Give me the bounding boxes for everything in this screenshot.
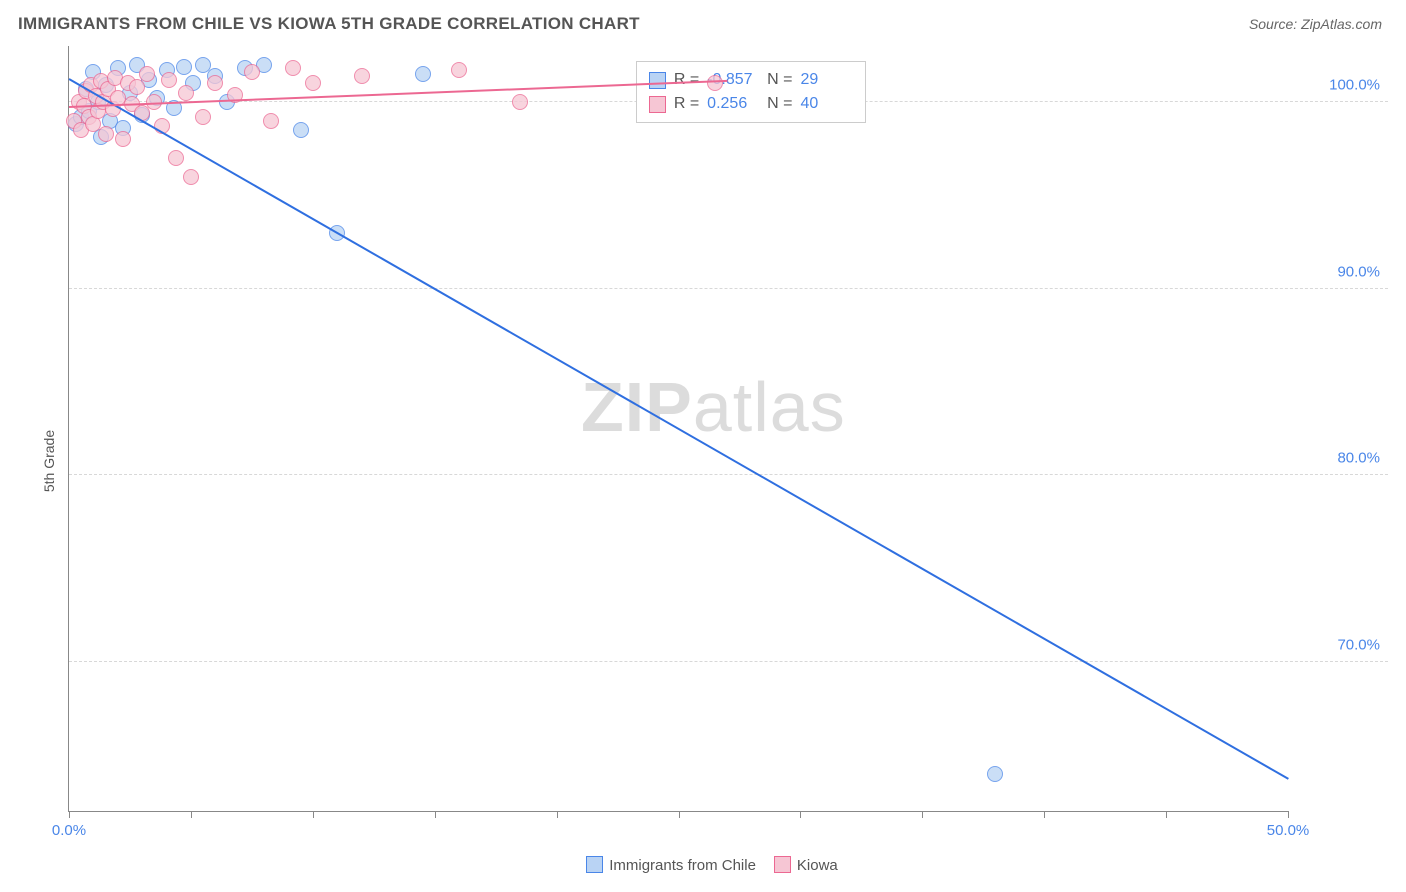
y-tick-label: 70.0% (1337, 636, 1380, 653)
legend-swatch (774, 856, 791, 873)
n-label: N = (767, 92, 792, 116)
data-point (244, 64, 260, 80)
data-point (161, 72, 177, 88)
legend-stat-row: R =-0.857N =29 (649, 68, 853, 92)
n-value: 29 (801, 68, 853, 92)
data-point (285, 60, 301, 76)
x-tick (557, 811, 558, 818)
plot-area: ZIPatlas 70.0%80.0%90.0%100.0%0.0%50.0%R… (68, 46, 1288, 812)
data-point (987, 766, 1003, 782)
legend-swatch (649, 96, 666, 113)
legend-swatch (586, 856, 603, 873)
data-point (512, 94, 528, 110)
legend-stat-row: R = 0.256 N = 40 (649, 92, 853, 116)
data-point (263, 113, 279, 129)
data-point (168, 150, 184, 166)
data-point (178, 85, 194, 101)
x-tick (679, 811, 680, 818)
data-point (115, 131, 131, 147)
data-point (451, 62, 467, 78)
legend-swatch (649, 72, 666, 89)
gridline-h (69, 474, 1388, 475)
data-point (129, 79, 145, 95)
r-label: R = (674, 92, 699, 116)
x-tick (69, 811, 70, 818)
x-tick (1044, 811, 1045, 818)
x-tick (435, 811, 436, 818)
data-point (415, 66, 431, 82)
data-point (98, 126, 114, 142)
data-point (139, 66, 155, 82)
data-point (707, 75, 723, 91)
x-tick-label: 50.0% (1267, 822, 1310, 839)
watermark-text: ZIPatlas (581, 367, 846, 447)
chart-title: IMMIGRANTS FROM CHILE VS KIOWA 5TH GRADE… (18, 14, 640, 34)
y-tick-label: 90.0% (1337, 263, 1380, 280)
chart-container: 5th Grade ZIPatlas 70.0%80.0%90.0%100.0%… (18, 46, 1388, 876)
bottom-legend: Immigrants from Chile Kiowa (18, 856, 1388, 874)
legend-label: Kiowa (797, 857, 838, 874)
data-point (293, 122, 309, 138)
gridline-h (69, 288, 1388, 289)
n-value: 40 (801, 92, 853, 116)
y-tick-label: 80.0% (1337, 450, 1380, 467)
x-tick-label: 0.0% (52, 822, 86, 839)
legend-stats-box: R =-0.857N =29R =0.256N =40 (636, 61, 866, 123)
data-point (354, 68, 370, 84)
legend-label: Immigrants from Chile (609, 857, 756, 874)
data-point (207, 75, 223, 91)
data-point (195, 109, 211, 125)
x-tick (922, 811, 923, 818)
x-tick (1288, 811, 1289, 818)
x-tick (313, 811, 314, 818)
title-bar: IMMIGRANTS FROM CHILE VS KIOWA 5TH GRADE… (0, 0, 1406, 44)
trend-line (69, 78, 1289, 779)
data-point (176, 59, 192, 75)
data-point (305, 75, 321, 91)
source-attribution: Source: ZipAtlas.com (1249, 16, 1382, 32)
x-tick (1166, 811, 1167, 818)
n-label: N = (767, 68, 792, 92)
x-tick (800, 811, 801, 818)
y-axis-label: 5th Grade (41, 430, 57, 492)
gridline-h (69, 661, 1388, 662)
r-value: 0.256 (707, 92, 759, 116)
y-tick-label: 100.0% (1329, 76, 1380, 93)
x-tick (191, 811, 192, 818)
data-point (183, 169, 199, 185)
